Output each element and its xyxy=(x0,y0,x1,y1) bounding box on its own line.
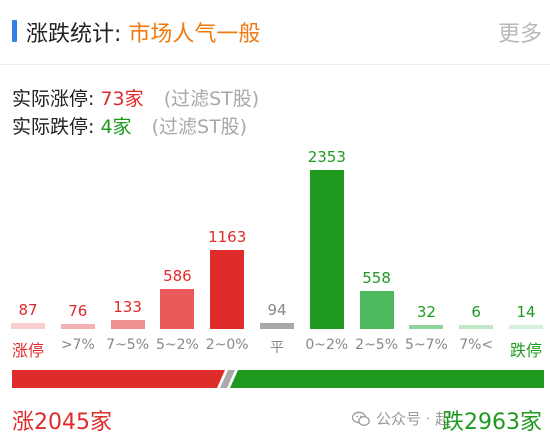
fall-ratio-segment xyxy=(247,370,544,388)
bar-label-5: 平 xyxy=(270,340,284,356)
limit-down-note: (过滤ST股) xyxy=(151,116,248,138)
bar-label-3: 5~2% xyxy=(155,337,199,353)
bar-value-4: 1163 xyxy=(208,228,247,246)
bar-label-10: 跌停 xyxy=(509,341,542,360)
bar-10 xyxy=(509,325,543,329)
bar-8 xyxy=(409,325,444,329)
more-link[interactable]: 更多 xyxy=(497,22,542,47)
bar-label-7: 2~5% xyxy=(355,337,399,353)
bar-4 xyxy=(210,250,245,329)
accent-bar xyxy=(12,20,17,42)
bar-3 xyxy=(160,289,195,329)
bar-2 xyxy=(110,320,145,329)
limit-up-label: 实际涨停: xyxy=(12,88,95,110)
rise-count: 涨2045家 xyxy=(12,410,112,435)
bar-label-6: 0~2% xyxy=(305,337,349,353)
bar-label-8: 5~7% xyxy=(404,337,448,353)
bar-value-10: 14 xyxy=(516,303,536,321)
bar-6 xyxy=(309,170,344,329)
header: 涨跌统计: 市场人气一般 更多 xyxy=(0,0,550,65)
limit-down-label: 实际跌停: xyxy=(12,116,95,138)
bar-label-9: 7%< xyxy=(459,337,494,353)
title-text: 涨跌统计: xyxy=(26,22,122,47)
wechat-icon xyxy=(352,411,370,426)
market-mood: 市场人气一般 xyxy=(128,22,261,47)
bar-label-2: 7~5% xyxy=(106,337,150,353)
rise-fall-ratio-bar xyxy=(12,370,544,388)
limit-down-value: 4家 xyxy=(100,116,132,138)
fall-count: 跌2963家 xyxy=(442,410,542,435)
bar-label-0: 涨停 xyxy=(11,341,44,360)
bar-value-8: 32 xyxy=(416,303,436,321)
bar-value-1: 76 xyxy=(68,302,88,320)
limit-down-row: 实际跌停: 4家 (过滤ST股) xyxy=(12,112,247,139)
bar-value-9: 6 xyxy=(471,303,481,321)
rise-ratio-segment xyxy=(12,370,217,388)
bar-0 xyxy=(11,323,45,329)
bar-value-6: 2353 xyxy=(307,148,346,166)
watermark: 公众号 · 起 xyxy=(352,408,450,429)
bar-value-2: 133 xyxy=(113,298,142,316)
limit-up-row: 实际涨停: 73家 (过滤ST股) xyxy=(12,84,259,111)
bar-value-0: 87 xyxy=(18,301,38,319)
limit-up-note: (过滤ST股) xyxy=(163,88,260,110)
limit-up-value: 73家 xyxy=(100,88,144,110)
bar-7 xyxy=(359,291,394,329)
bar-value-3: 586 xyxy=(163,267,192,285)
bar-9 xyxy=(459,325,494,329)
distribution-chart: 87 涨停 76 >7% 133 7~5% 586 5~2% 1163 2~0% 94 平 2353 0~… xyxy=(0,140,550,365)
bar-label-1: >7% xyxy=(60,337,95,353)
watermark-text: 公众号 · 起 xyxy=(376,410,451,428)
bar-label-4: 2~0% xyxy=(205,337,249,353)
ratio-divider xyxy=(217,370,247,388)
bar-value-5: 94 xyxy=(267,301,287,319)
panel-title: 涨跌统计: 市场人气一般 xyxy=(26,16,260,48)
bar-1 xyxy=(60,324,95,329)
bar-5 xyxy=(260,323,294,329)
bar-value-7: 558 xyxy=(362,269,391,287)
